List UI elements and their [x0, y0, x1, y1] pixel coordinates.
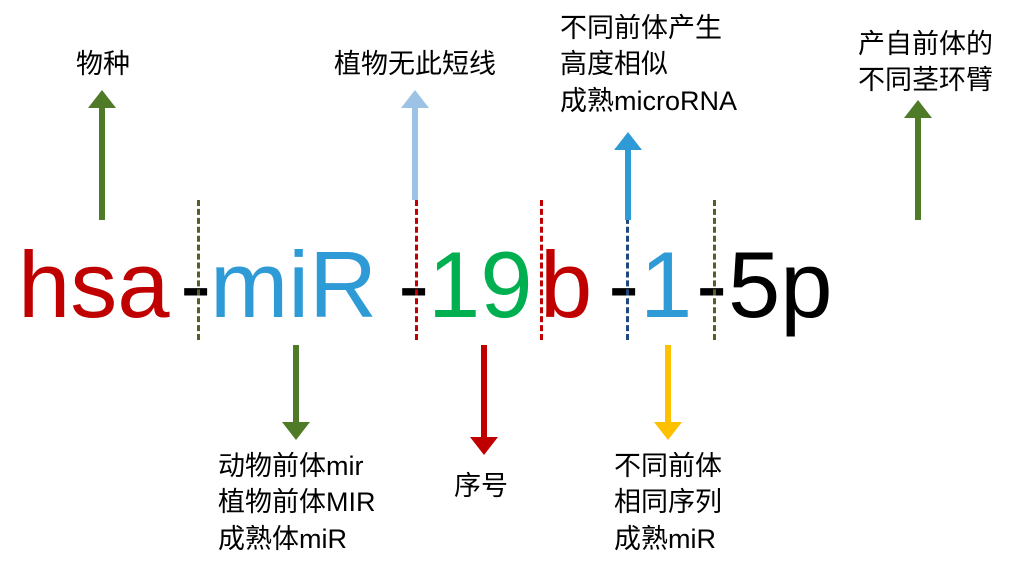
label-animal-plant: 动物前体mir 植物前体MIR 成熟体miR [218, 448, 376, 557]
divider-4 [626, 200, 629, 340]
label-diff-precursor-same: 不同前体 相同序列 成熟miR [614, 448, 722, 557]
seg-dash4: - [696, 238, 727, 332]
divider-3 [540, 200, 543, 340]
seg-1: 1 [640, 238, 692, 332]
arrow-plantdash-icon [401, 90, 429, 200]
arrow-diffsame-icon [654, 345, 682, 440]
label-plant-no-dash: 植物无此短线 [334, 46, 496, 82]
label-from-stemloop: 产自前体的 不同茎环臂 [858, 26, 993, 99]
label-diff-precursor-sim: 不同前体产生 高度相似 成熟microRNA [560, 10, 737, 119]
divider-1 [197, 200, 200, 340]
arrow-seqno-icon [470, 345, 498, 455]
seg-mir: miR [210, 238, 377, 332]
arrow-diffprec-icon [614, 132, 642, 220]
seg-19: 19 [428, 238, 533, 332]
seg-hsa: hsa [18, 238, 170, 332]
divider-2 [415, 200, 418, 340]
seg-b: b [540, 238, 592, 332]
arrow-species-icon [88, 90, 116, 220]
seg-dash3: - [608, 238, 639, 332]
label-seq-no: 序号 [454, 468, 508, 504]
arrow-stemloop-icon [904, 100, 932, 220]
seg-dash2: - [398, 238, 429, 332]
seg-dash1: - [180, 238, 211, 332]
divider-5 [713, 200, 716, 340]
arrow-animal-icon [282, 345, 310, 440]
label-species: 物种 [76, 46, 130, 82]
seg-5p: 5p [728, 238, 833, 332]
